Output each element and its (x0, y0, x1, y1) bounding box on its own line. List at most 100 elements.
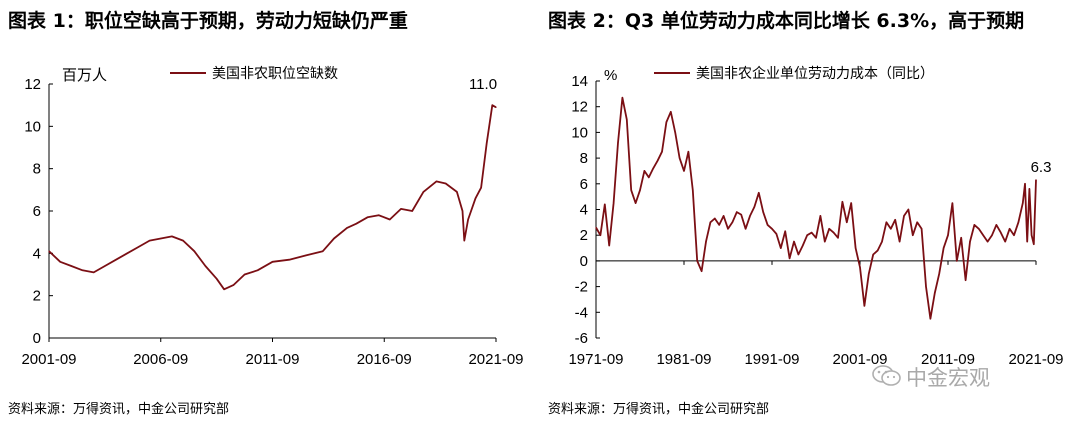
chart-1: 0 2 4 6 8 10 12 2001-09 2006-09 2011-09 2016-09 202… (21, 66, 523, 368)
chart-2-data-point (802, 244, 804, 247)
chart-2-data-point (881, 241, 883, 243)
chart-2-data-point (657, 160, 659, 162)
chart-2-x-tick-label: 2021-09 (1008, 351, 1063, 368)
chart-2-data-point (934, 292, 936, 294)
chart-2-data-point (1000, 232, 1002, 234)
chart-2: -6 -4 -2 0 2 4 6 8 10 12 14 1971-09 1981-09 1991-09 20… (568, 65, 1063, 368)
wechat-icon (872, 365, 901, 386)
chart-1-data-point (467, 218, 469, 221)
chart-2-x-tick-label: 2001-09 (832, 351, 887, 368)
chart-2-data-point (1033, 243, 1035, 245)
chart-1-data-point (244, 273, 246, 276)
chart-2-x-tick-label: 2011-09 (921, 351, 975, 368)
chart-2-data-point (833, 232, 835, 234)
chart-1-data-point (104, 265, 106, 267)
chart-1-x-tick-label: 2016-09 (357, 351, 412, 368)
chart-1-data-point (81, 269, 84, 271)
chart-1-data-point (411, 210, 413, 212)
chart-2-data-point (670, 111, 672, 113)
chart-1-data-point (400, 208, 402, 210)
watermark: 中金宏观 (906, 366, 990, 390)
chart-1-data-point (288, 259, 290, 261)
chart-2-data-point (648, 176, 650, 178)
chart-2-source: 资料来源：万得资讯，中金公司研究部 (548, 402, 770, 417)
chart-1-data-point (223, 288, 225, 290)
chart-1-data-point (474, 197, 477, 199)
chart-1-data-point (435, 180, 437, 182)
chart-2-data-point (903, 215, 905, 217)
chart-2-data-point (925, 286, 927, 288)
chart-2-data-point (872, 253, 874, 256)
chart-2-data-point (837, 237, 839, 239)
chart-2-data-point (753, 206, 755, 208)
chart-1-y-tick-label: 8 (33, 161, 41, 178)
chart-2-data-point (978, 228, 980, 230)
chart-1-data-point (422, 191, 424, 193)
chart-2-data-point (885, 221, 887, 223)
chart-2-y-tick-label: 6 (580, 176, 588, 193)
chart-2-data-point (718, 224, 720, 226)
chart-1-y-tick-label: 0 (33, 330, 41, 347)
chart-2-y-tick-label: 10 (571, 124, 588, 141)
chart-2-title: 图表 2：Q3 单位劳动力成本同比增长 6.3%，高于预期 (548, 10, 1025, 32)
chart-2-data-point (709, 221, 711, 223)
chart-2-data-point (789, 257, 791, 259)
chart-2-data-point (938, 273, 940, 275)
chart-1-data-point (271, 261, 274, 263)
chart-1-data-point (333, 237, 335, 240)
chart-2-data-point (1035, 179, 1037, 181)
chart-1-data-point (137, 246, 139, 248)
chart-2-data-point (780, 247, 782, 249)
chart-2-data-point (956, 260, 958, 262)
chart-1-data-point (70, 265, 72, 267)
chart-2-data-point (1009, 228, 1011, 230)
chart-1-data-point (366, 216, 369, 218)
chart-1-data-point (115, 259, 117, 261)
chart-2-data-point (850, 202, 852, 204)
chart-2-data-point (701, 270, 703, 272)
chart-2-data-point (912, 234, 914, 236)
chart-2-data-point (947, 234, 949, 236)
chart-2-data-point (626, 119, 628, 121)
chart-1-y-tick-label: 12 (24, 76, 41, 93)
chart-2-data-point (877, 250, 879, 252)
chart-2-data-point (951, 202, 953, 204)
chart-2-data-point (982, 234, 984, 236)
chart-2-y-tick-label: 8 (580, 150, 588, 167)
chart-2-data-point (692, 189, 694, 191)
chart-2-data-point (665, 121, 667, 123)
chart-2-data-point (899, 241, 901, 243)
chart-2-y-tick-label: 0 (580, 253, 588, 270)
chart-1-data-point (149, 240, 151, 242)
chart-2-data-point (868, 273, 870, 275)
chart-2-data-point (595, 226, 597, 229)
chart-1-data-point (171, 235, 173, 237)
chart-2-data-point (758, 192, 760, 194)
chart-2-data-point (731, 221, 733, 223)
chart-2-y-tick-label: -2 (575, 279, 588, 296)
chart-2-data-point (630, 189, 632, 191)
chart-1-data-point (232, 284, 234, 286)
chart-1-data-point (378, 214, 380, 216)
chart-2-data-point (762, 211, 764, 213)
chart-2-x-tick-label: 1981-09 (656, 351, 711, 368)
chart-2-data-point (1024, 183, 1026, 185)
chart-2-data-point (599, 234, 601, 236)
chart-2-data-point (859, 266, 861, 268)
chart-2-data-point (965, 279, 967, 281)
chart-2-unit-label: % (604, 67, 617, 84)
chart-1-x-tick-label: 2021-09 (468, 351, 523, 368)
chart-2-data-point (705, 241, 707, 243)
chart-1-title: 图表 1：职位空缺高于预期，劳动力短缺仍严重 (8, 10, 408, 32)
chart-2-data-point (1013, 234, 1015, 236)
chart-2-data-point (890, 228, 892, 230)
chart-1-y-tick-label: 2 (33, 288, 41, 305)
chart-2-data-point (819, 215, 821, 217)
chart-2-data-point (652, 167, 654, 169)
chart-1-x-tick-label: 2006-09 (133, 351, 188, 368)
chart-1-data-point (182, 240, 184, 242)
chart-1-data-point (257, 269, 259, 271)
chart-1-y-tick-label: 6 (33, 203, 41, 220)
chart-1-data-point (216, 278, 218, 280)
chart-1-data-point (93, 271, 95, 273)
